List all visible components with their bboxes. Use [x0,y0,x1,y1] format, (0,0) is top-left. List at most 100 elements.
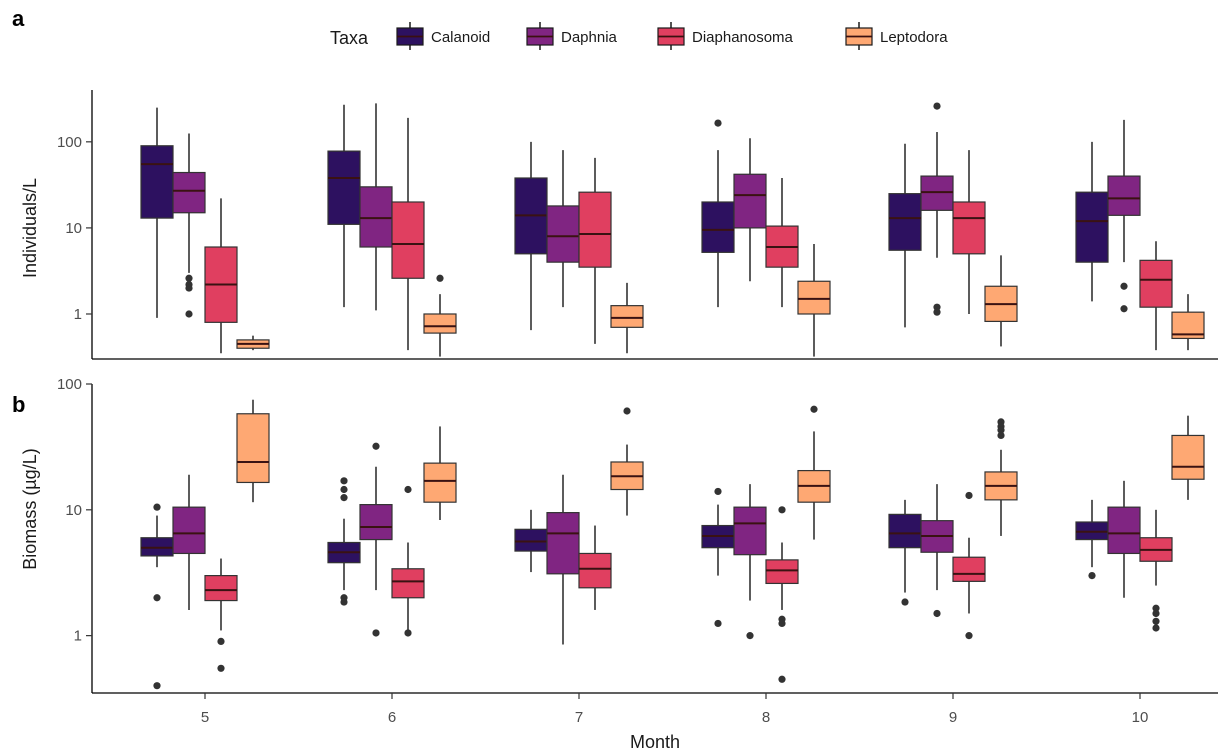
box-outlier [404,629,412,637]
box-diaphanosoma-month-9 [952,150,986,314]
box-calanoid-month-10 [1075,499,1109,580]
legend-label: Daphnia [561,29,618,46]
panel-b-chart: 1 10 100 5 6 7 8 9 10 Biomass (µg/L) Month [20,376,1218,752]
box-body [733,173,767,229]
box-body [1107,175,1141,216]
box-outlier [965,491,973,500]
box-outlier [778,619,786,628]
box-body [765,559,799,585]
box-outlier [404,485,412,494]
y-tick-label: 100 [57,134,82,151]
box-daphnia-month-9 [920,102,954,316]
box-leptodora-month-6 [423,274,457,357]
box-body [888,193,922,251]
box-daphnia-month-8 [733,138,767,282]
x-tick-label: 8 [762,709,770,726]
box-outlier [933,308,941,316]
box-body [578,191,612,268]
legend-label: Leptodora [880,29,948,46]
box-outlier [997,426,1005,434]
panel-a-y-axis-title: Individuals/L [20,178,40,278]
x-tick-label: 9 [949,709,957,726]
box-diaphanosoma-month-5 [204,198,238,354]
box-leptodora-month-6 [423,426,457,520]
box-calanoid-month-8 [701,119,735,308]
box-calanoid-month-8 [701,487,735,628]
legend: Taxa Calanoid Daphnia Diaphanosoma Leptodor… [330,22,948,50]
box-body [204,575,238,602]
box-body [236,413,270,484]
box-outlier [1120,282,1128,290]
box-daphnia-month-10 [1107,480,1141,598]
box-body [172,506,206,555]
box-body [888,513,922,549]
box-diaphanosoma-month-7 [578,157,612,344]
box-outlier [1152,609,1160,618]
box-outlier [933,609,941,618]
box-calanoid-month-7 [514,141,548,331]
box-body [920,175,954,211]
box-outlier [340,477,348,485]
legend-item-daphnia: Daphnia [526,22,618,50]
box-outlier [714,619,722,628]
box-body [1171,434,1205,480]
box-outlier [185,310,193,318]
box-body [733,506,767,556]
box-outlier [810,405,818,413]
box-body [952,201,986,255]
box-body [514,528,548,552]
box-body [1107,506,1141,555]
box-body [546,205,580,263]
box-calanoid-month-7 [514,509,548,573]
x-tick-label: 6 [388,709,396,726]
box-daphnia-month-10 [1107,119,1141,313]
box-leptodora-month-10 [1171,415,1205,500]
box-diaphanosoma-month-7 [578,525,612,610]
box-outlier [778,506,786,514]
x-axis-title: Month [630,732,680,752]
box-outlier [746,632,754,640]
box-body [140,145,174,219]
box-calanoid-month-10 [1075,141,1109,302]
box-outlier [933,102,941,110]
y-tick-label: 10 [65,502,82,519]
box-diaphanosoma-month-6 [391,117,425,351]
box-diaphanosoma-month-5 [204,558,238,672]
box-leptodora-month-10 [1171,294,1205,351]
box-calanoid-month-5 [140,107,174,318]
box-outlier [1152,604,1160,612]
box-outlier [714,487,722,496]
box-body [797,280,831,315]
box-leptodora-month-7 [610,282,644,354]
box-outlier [372,442,380,450]
box-daphnia-month-8 [733,484,767,640]
box-body [391,201,425,279]
box-outlier [340,494,348,502]
box-daphnia-month-6 [359,103,393,311]
legend-title: Taxa [330,28,369,48]
box-outlier [153,594,161,602]
box-outlier [1088,572,1096,580]
box-calanoid-month-6 [327,104,361,308]
box-outlier [1120,305,1128,313]
box-body [701,201,735,253]
box-body [359,186,393,248]
box-daphnia-month-7 [546,474,580,645]
box-diaphanosoma-month-6 [391,485,425,637]
box-outlier [153,503,161,511]
box-daphnia-month-5 [172,133,206,318]
box-body [423,462,457,503]
box-diaphanosoma-month-10 [1139,241,1173,351]
box-diaphanosoma-month-9 [952,491,986,640]
box-outlier [372,629,380,637]
box-outlier [436,274,444,282]
box-leptodora-month-9 [984,255,1018,347]
panel-b-y-axis-title: Biomass (µg/L) [20,448,40,569]
box-outlier [153,682,161,690]
y-tick-label: 1 [74,628,82,645]
box-outlier [965,632,973,640]
box-outlier [997,431,1005,440]
box-leptodora-month-8 [797,405,831,540]
legend-item-calanoid: Calanoid [396,22,490,50]
